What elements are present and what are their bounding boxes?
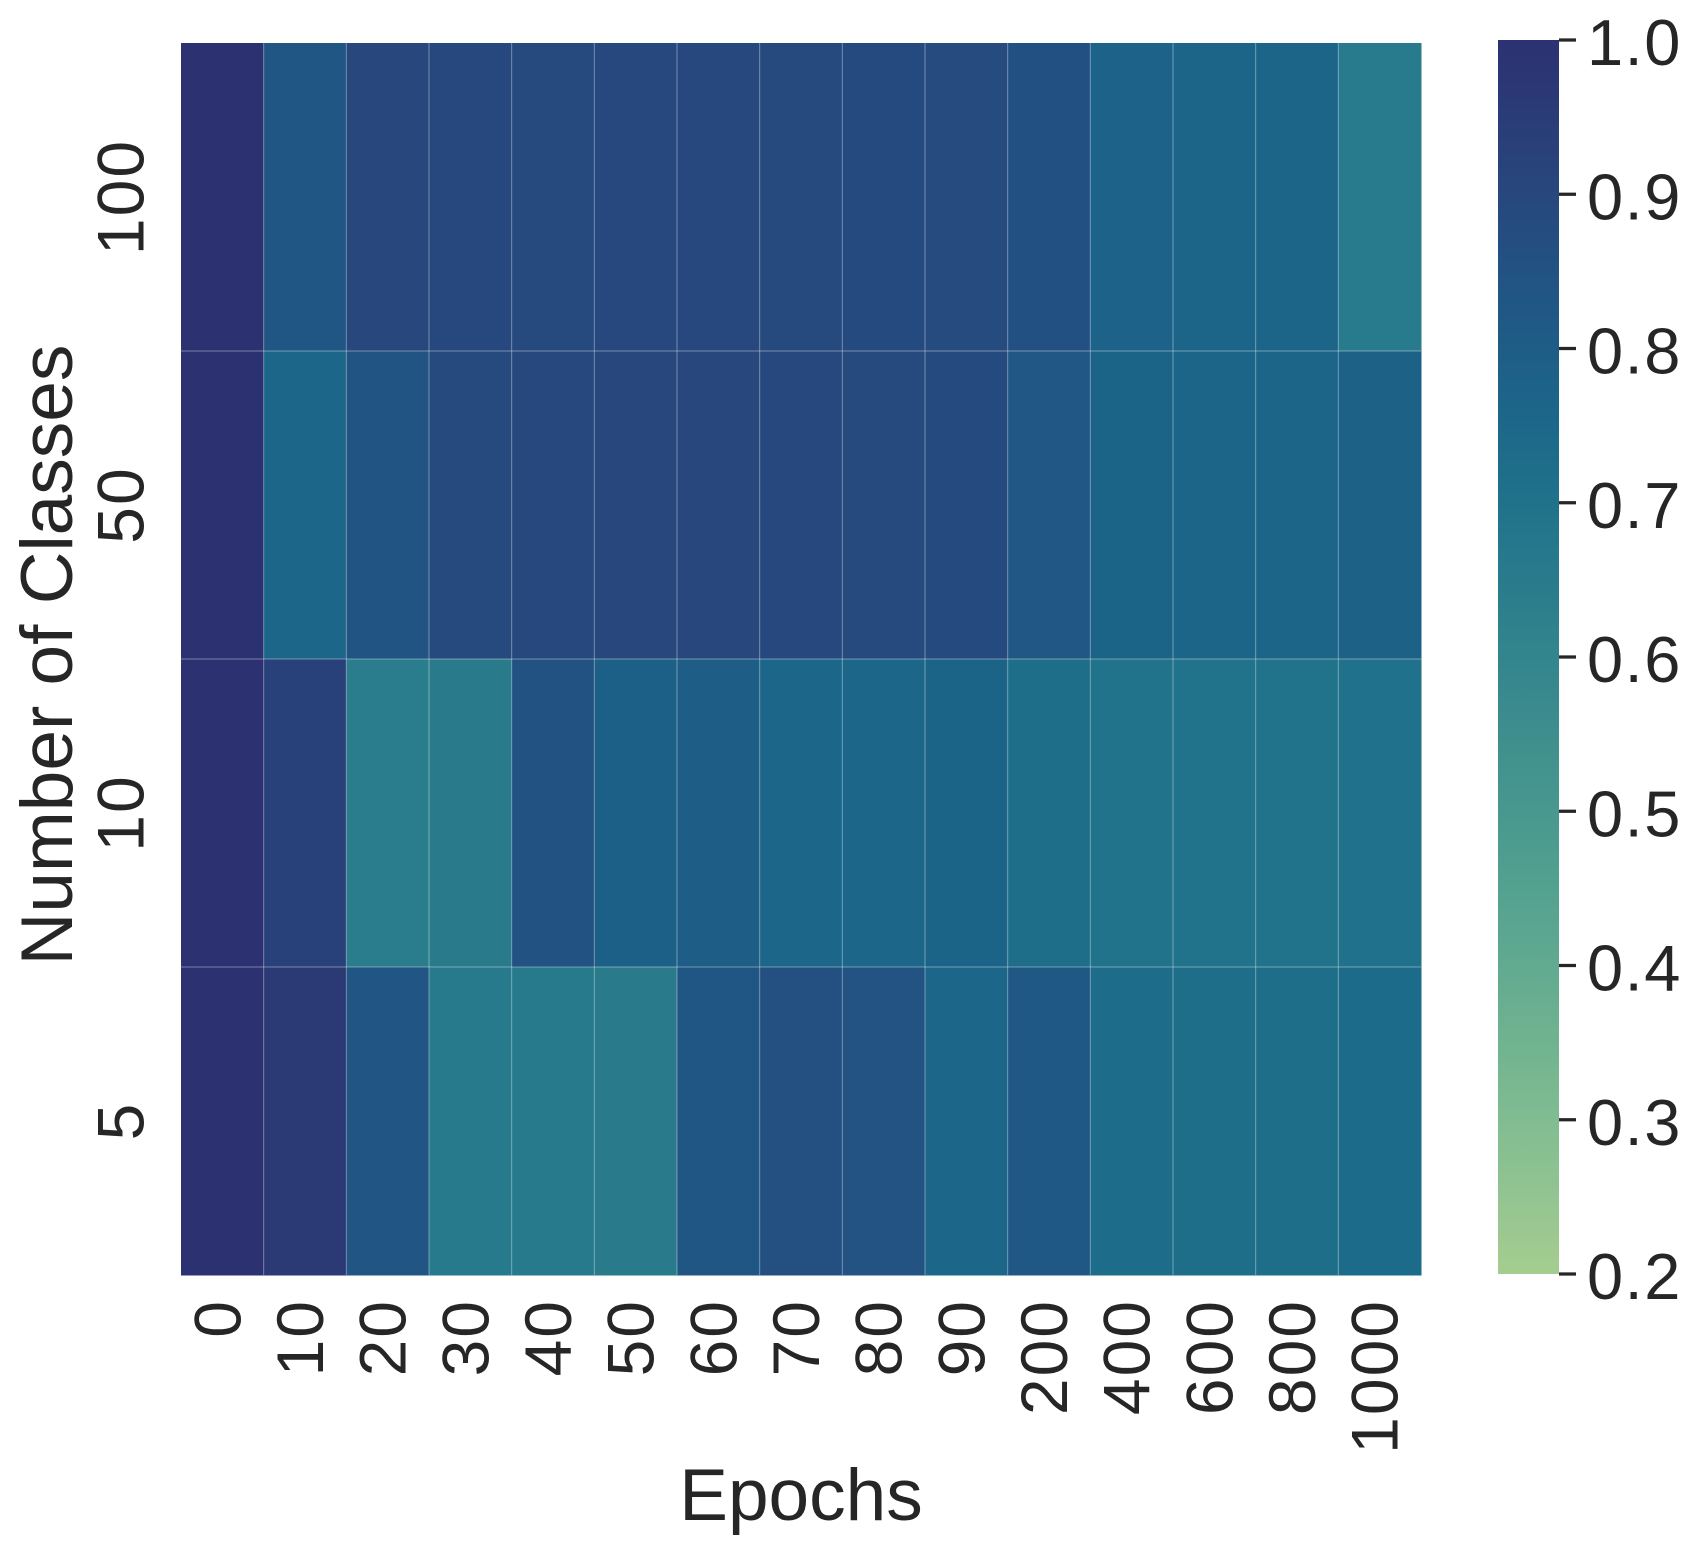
svg-text:0.3: 0.3: [1587, 1086, 1682, 1159]
svg-text:5: 5: [84, 1102, 158, 1141]
svg-text:40: 40: [511, 1299, 585, 1376]
svg-text:10: 10: [84, 774, 158, 851]
svg-text:Number of Classes: Number of Classes: [7, 345, 88, 966]
svg-text:50: 50: [594, 1299, 668, 1376]
svg-text:70: 70: [759, 1299, 833, 1376]
svg-text:200: 200: [1007, 1299, 1081, 1415]
svg-text:10: 10: [263, 1299, 337, 1376]
svg-text:60: 60: [676, 1299, 750, 1376]
svg-text:0.6: 0.6: [1587, 623, 1682, 696]
svg-text:0.5: 0.5: [1587, 777, 1682, 850]
svg-text:800: 800: [1255, 1299, 1329, 1415]
svg-text:20: 20: [346, 1299, 420, 1376]
svg-text:50: 50: [84, 466, 158, 543]
svg-text:0.2: 0.2: [1587, 1240, 1682, 1313]
svg-text:80: 80: [842, 1299, 916, 1376]
svg-text:30: 30: [428, 1299, 502, 1376]
svg-text:90: 90: [924, 1299, 998, 1376]
svg-text:0.9: 0.9: [1587, 160, 1682, 233]
svg-text:0: 0: [180, 1299, 254, 1338]
svg-text:400: 400: [1090, 1299, 1164, 1415]
svg-text:0.7: 0.7: [1587, 469, 1682, 542]
svg-text:0.4: 0.4: [1587, 932, 1682, 1005]
svg-text:1000: 1000: [1338, 1299, 1412, 1454]
svg-text:600: 600: [1172, 1299, 1246, 1415]
svg-text:1.0: 1.0: [1587, 6, 1682, 79]
svg-text:100: 100: [84, 139, 158, 255]
svg-text:0.8: 0.8: [1587, 315, 1682, 388]
svg-text:Epochs: Epochs: [679, 1455, 923, 1536]
